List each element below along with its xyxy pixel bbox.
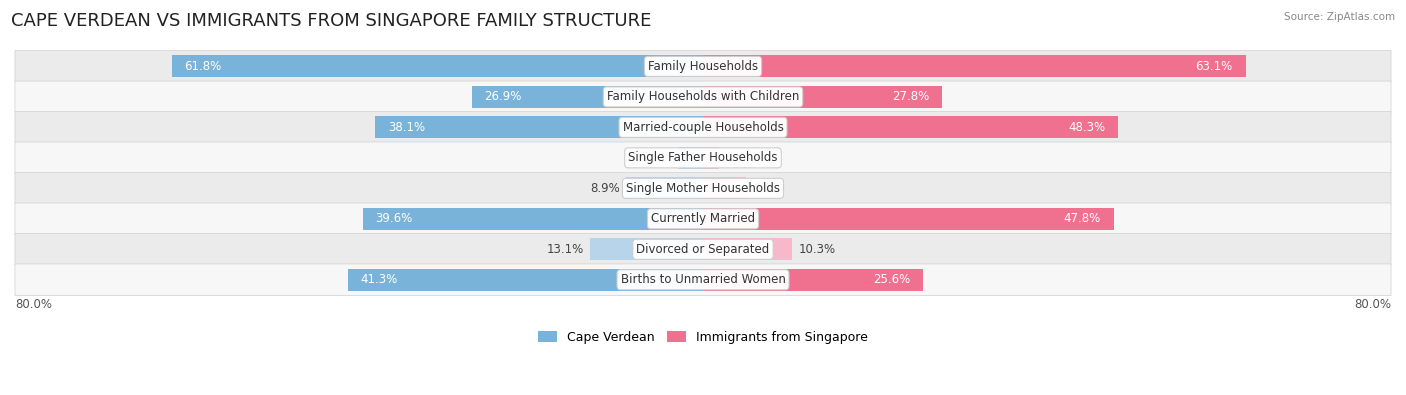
Text: Married-couple Households: Married-couple Households [623, 121, 783, 134]
Legend: Cape Verdean, Immigrants from Singapore: Cape Verdean, Immigrants from Singapore [533, 326, 873, 349]
Text: 27.8%: 27.8% [891, 90, 929, 103]
Text: 1.9%: 1.9% [727, 151, 756, 164]
Text: 26.9%: 26.9% [485, 90, 522, 103]
Text: 8.9%: 8.9% [591, 182, 620, 195]
Bar [703, 117, 1118, 138]
FancyBboxPatch shape [15, 173, 1391, 204]
Bar [347, 269, 703, 291]
Text: 63.1%: 63.1% [1195, 60, 1233, 73]
Text: CAPE VERDEAN VS IMMIGRANTS FROM SINGAPORE FAMILY STRUCTURE: CAPE VERDEAN VS IMMIGRANTS FROM SINGAPOR… [11, 12, 651, 30]
Bar [703, 208, 1114, 230]
Text: Births to Unmarried Women: Births to Unmarried Women [620, 273, 786, 286]
Text: Family Households: Family Households [648, 60, 758, 73]
FancyBboxPatch shape [15, 233, 1391, 265]
Text: Single Mother Households: Single Mother Households [626, 182, 780, 195]
Text: 80.0%: 80.0% [1354, 298, 1391, 311]
FancyBboxPatch shape [15, 81, 1391, 113]
Bar [591, 238, 703, 260]
FancyBboxPatch shape [15, 51, 1391, 82]
Bar [363, 208, 703, 230]
Text: 61.8%: 61.8% [184, 60, 222, 73]
Text: Divorced or Separated: Divorced or Separated [637, 243, 769, 256]
FancyBboxPatch shape [15, 111, 1391, 143]
Bar [703, 86, 942, 108]
Text: Family Households with Children: Family Households with Children [607, 90, 799, 103]
Bar [703, 147, 720, 169]
Bar [703, 238, 792, 260]
Text: Source: ZipAtlas.com: Source: ZipAtlas.com [1284, 12, 1395, 22]
Text: 39.6%: 39.6% [375, 213, 412, 225]
Bar [703, 269, 924, 291]
Bar [375, 117, 703, 138]
Text: 13.1%: 13.1% [547, 243, 583, 256]
Text: 2.9%: 2.9% [641, 151, 671, 164]
Bar [678, 147, 703, 169]
Text: 80.0%: 80.0% [15, 298, 52, 311]
Text: 25.6%: 25.6% [873, 273, 910, 286]
Text: 38.1%: 38.1% [388, 121, 426, 134]
Bar [471, 86, 703, 108]
Text: 48.3%: 48.3% [1069, 121, 1105, 134]
Text: 5.0%: 5.0% [752, 182, 783, 195]
Bar [172, 55, 703, 77]
FancyBboxPatch shape [15, 142, 1391, 174]
FancyBboxPatch shape [15, 264, 1391, 295]
Text: Single Father Households: Single Father Households [628, 151, 778, 164]
Text: 47.8%: 47.8% [1064, 213, 1101, 225]
FancyBboxPatch shape [15, 203, 1391, 235]
Bar [703, 55, 1246, 77]
Bar [627, 177, 703, 199]
Text: 41.3%: 41.3% [361, 273, 398, 286]
Text: 10.3%: 10.3% [799, 243, 835, 256]
Text: Currently Married: Currently Married [651, 213, 755, 225]
Bar [703, 177, 747, 199]
